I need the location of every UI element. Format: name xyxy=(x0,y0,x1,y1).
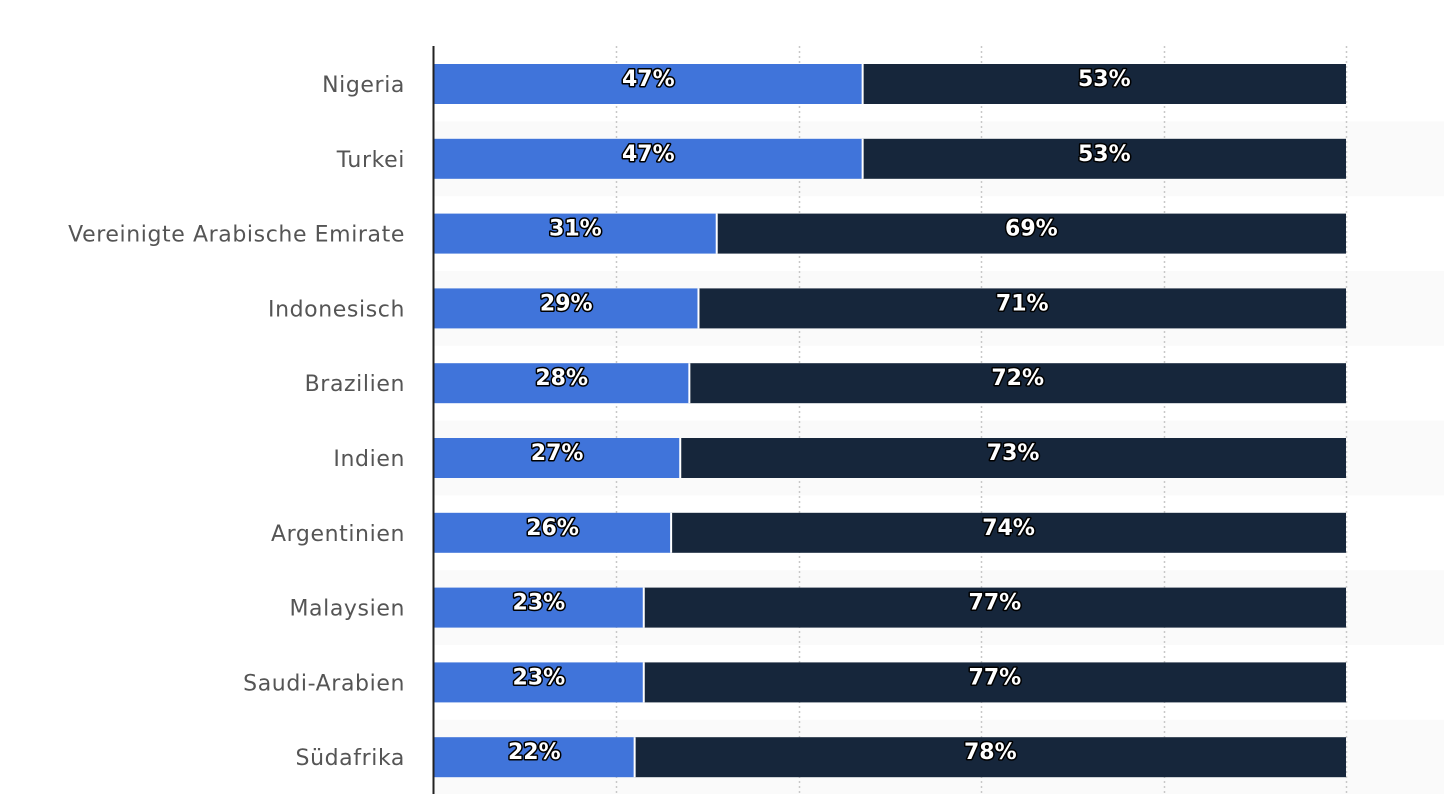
bar-segment-dark xyxy=(689,363,1346,404)
bar-segment-blue xyxy=(434,64,863,104)
category-label: Indien xyxy=(333,447,405,472)
data-label: 47% xyxy=(622,67,675,92)
bar-segment-dark xyxy=(862,138,1346,179)
data-label: 74% xyxy=(982,516,1035,541)
data-label: 27% xyxy=(531,441,584,466)
bar-segment-dark xyxy=(634,737,1346,778)
data-label: 71% xyxy=(996,291,1049,316)
bar-segment-dark xyxy=(680,438,1346,478)
bar-segment-blue xyxy=(434,138,863,179)
data-label: 22% xyxy=(508,740,561,765)
category-label: Saudi-Arabien xyxy=(243,671,405,696)
category-label: Südafrika xyxy=(296,746,406,771)
category-label: Indonesisch xyxy=(268,297,405,322)
bar-segment-dark xyxy=(643,587,1346,628)
data-labels: 47% 53% 47% 53% 31% 69% 29% 71% 28% 72% 27% 73% 26% 7… xyxy=(506,66,1132,767)
category-label: Vereinigte Arabische Emirate xyxy=(68,223,405,248)
bar-segment-dark xyxy=(698,288,1346,329)
data-label: 78% xyxy=(964,740,1017,765)
category-label: Nigeria xyxy=(322,73,405,98)
data-label: 72% xyxy=(991,366,1044,391)
data-label: 47% xyxy=(622,142,675,167)
category-label: Brazilien xyxy=(305,372,405,397)
data-label: 77% xyxy=(969,591,1022,616)
data-label: 69% xyxy=(1005,217,1058,242)
category-label: Turkei xyxy=(336,148,405,173)
bar-segment-blue xyxy=(434,587,644,628)
category-label: Argentinien xyxy=(271,522,405,547)
bar-segment-blue xyxy=(434,662,644,703)
bar-segment-blue xyxy=(434,438,681,478)
data-label: 23% xyxy=(513,665,566,690)
data-label: 28% xyxy=(535,366,588,391)
bar-segment-blue xyxy=(434,737,635,778)
data-label: 53% xyxy=(1078,67,1131,92)
data-label: 23% xyxy=(513,591,566,616)
data-label: 31% xyxy=(549,217,602,242)
category-label: Malaysien xyxy=(289,597,405,622)
bar-segment-blue xyxy=(434,213,717,254)
bar-segment-blue xyxy=(434,512,672,553)
data-label: 73% xyxy=(987,441,1040,466)
bar-segment-blue xyxy=(434,288,699,329)
data-label: 26% xyxy=(526,516,579,541)
data-label: 53% xyxy=(1078,142,1131,167)
data-label: 77% xyxy=(969,665,1022,690)
data-label: 29% xyxy=(540,291,593,316)
bar-segment-dark xyxy=(862,64,1346,104)
bar-segment-dark xyxy=(671,512,1346,553)
bar-segment-dark xyxy=(643,662,1346,703)
category-labels: Nigeria Turkei Vereinigte Arabische Emirat… xyxy=(68,73,406,771)
bars xyxy=(434,64,1346,778)
bar-segment-blue xyxy=(434,363,690,404)
bar-segment-dark xyxy=(716,213,1346,254)
